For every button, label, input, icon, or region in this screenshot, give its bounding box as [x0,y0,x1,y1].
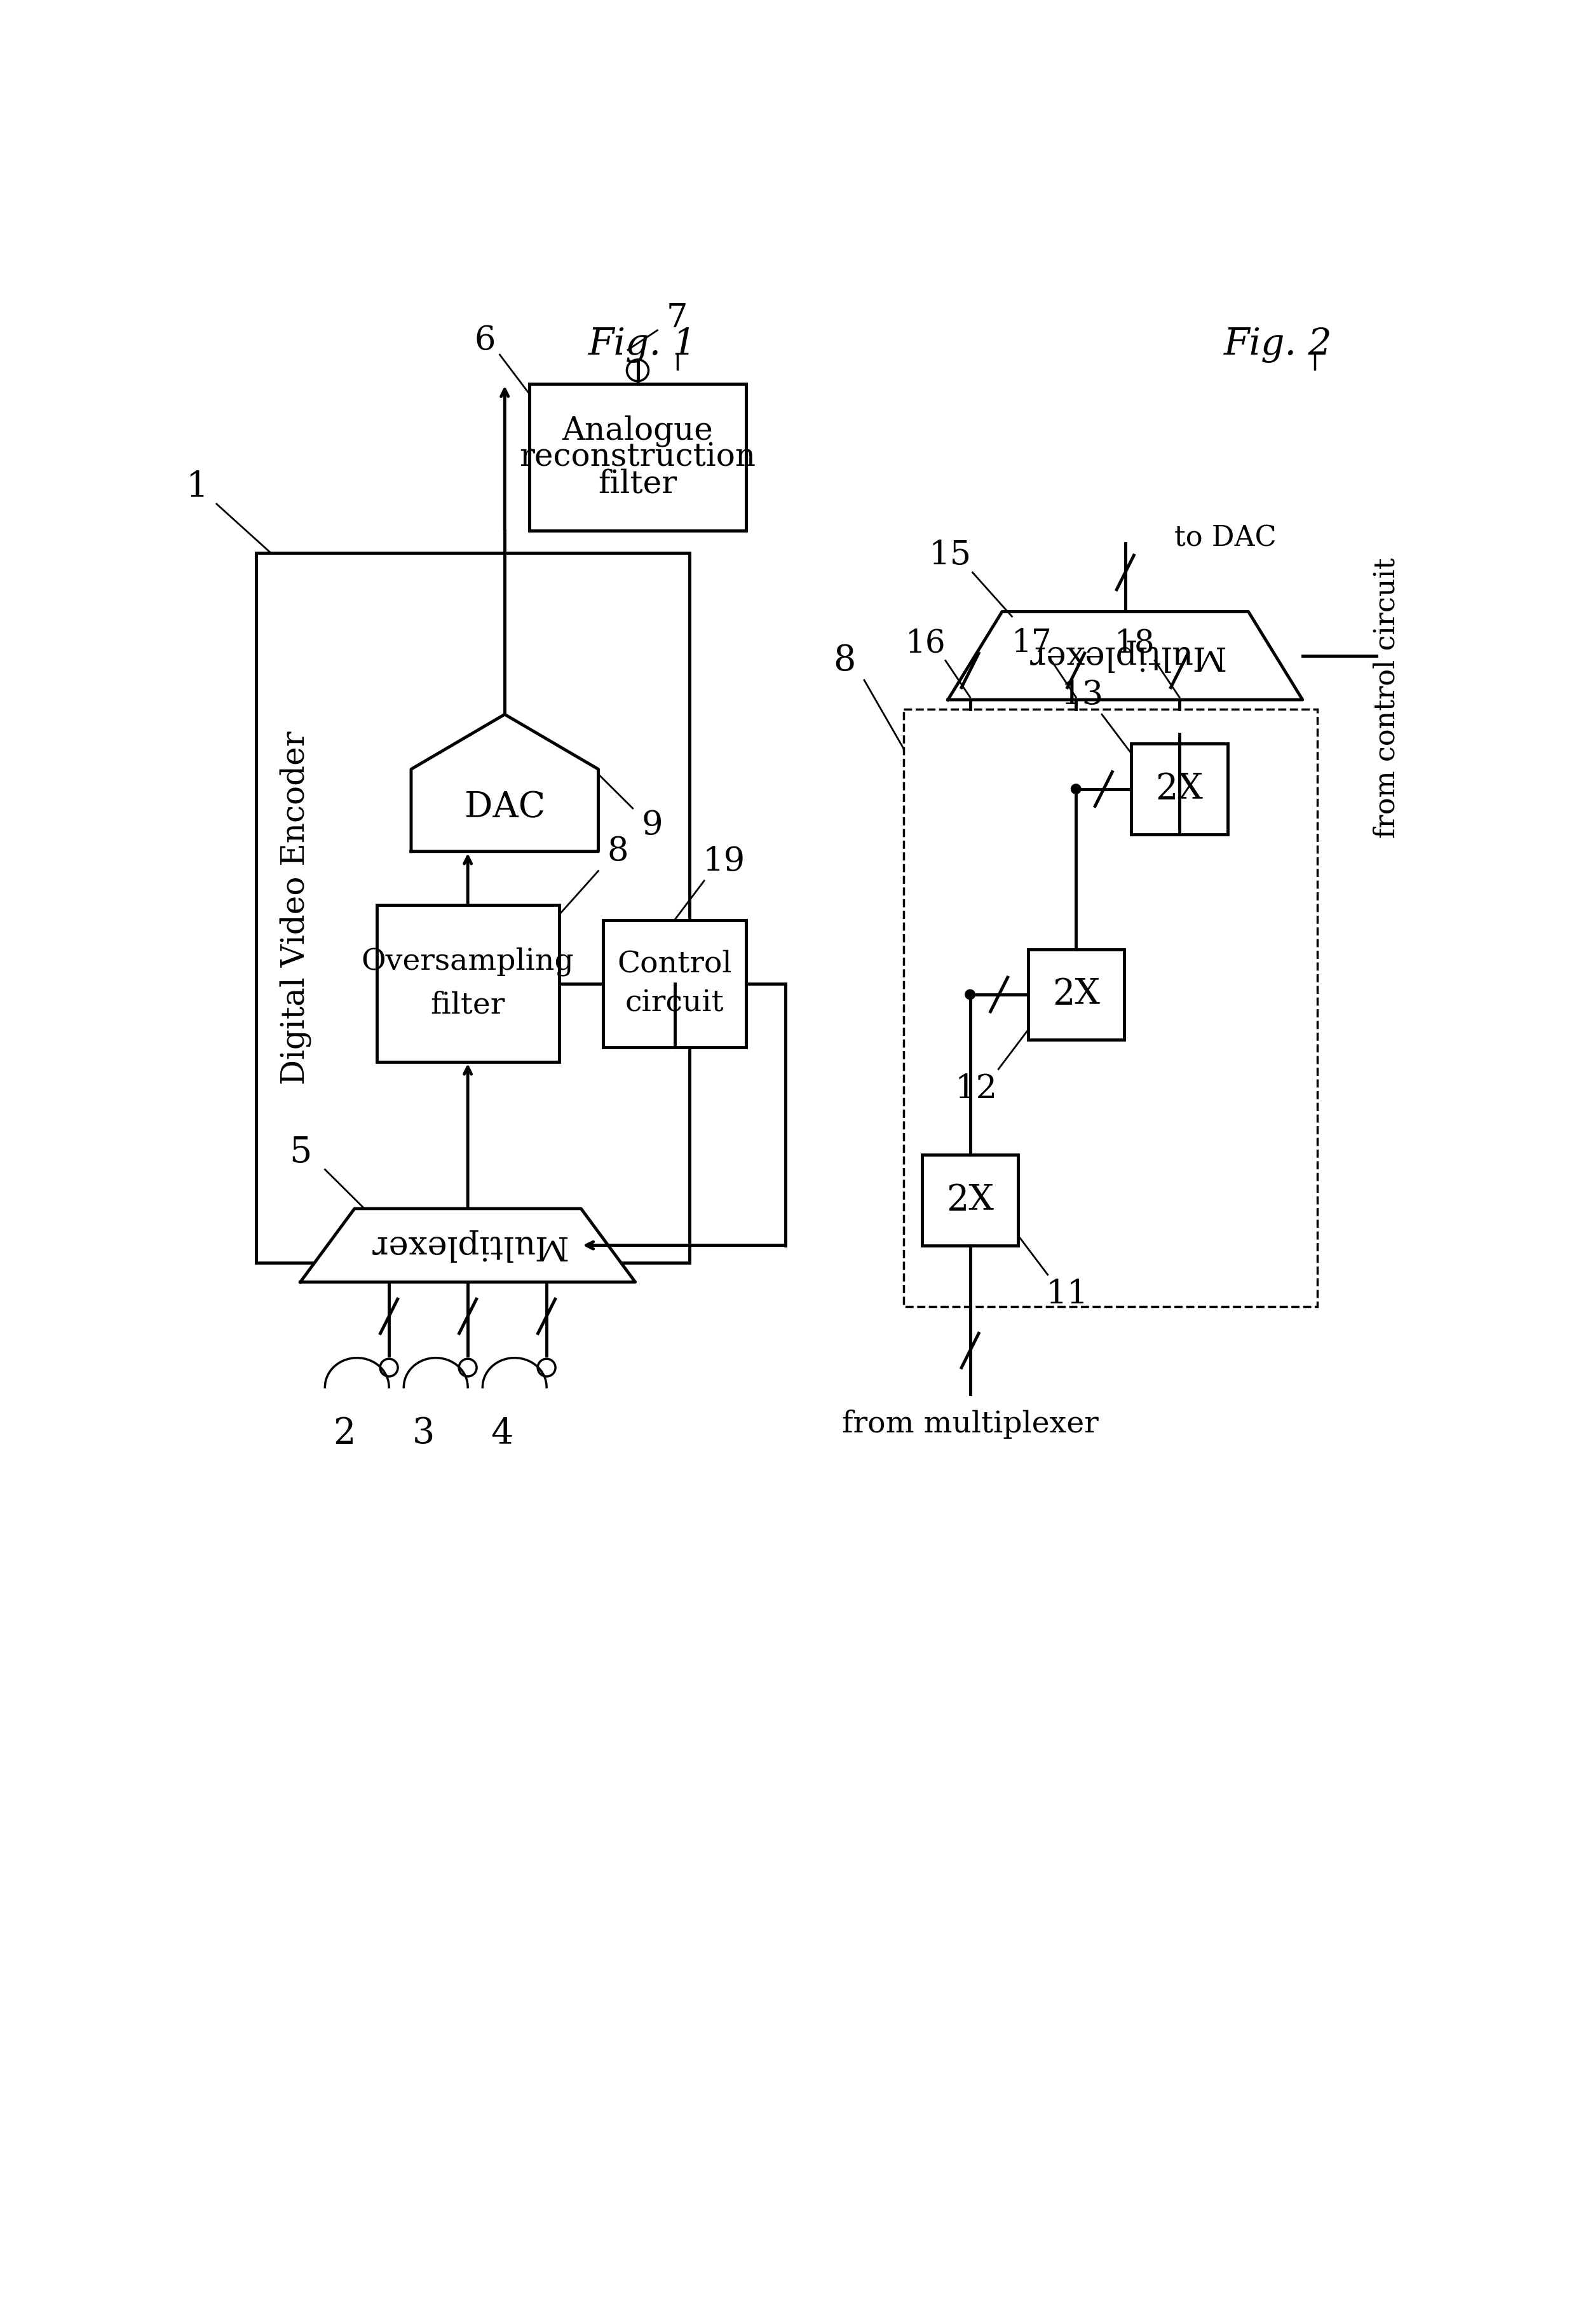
Text: 12: 12 [955,1071,997,1104]
Text: from multiplexer: from multiplexer [842,1408,1099,1439]
Text: circuit: circuit [625,988,724,1018]
Text: Oversampling: Oversampling [362,946,574,976]
Polygon shape [412,713,598,851]
Text: Multiplexer: Multiplexer [368,1229,566,1262]
Circle shape [965,990,975,999]
Text: from control circuit: from control circuit [1373,558,1400,839]
Text: 13: 13 [1061,679,1104,711]
Polygon shape [300,1208,635,1283]
Text: 2: 2 [333,1415,356,1450]
Text: Digital Video Encoder: Digital Video Encoder [279,730,311,1085]
Text: 5: 5 [289,1134,311,1169]
Text: 8: 8 [833,644,857,679]
Text: 18: 18 [1115,627,1155,660]
Text: Control: Control [617,951,732,978]
Text: 19: 19 [702,846,745,878]
Text: reconstruction: reconstruction [520,442,756,474]
Text: 15: 15 [928,539,971,572]
Text: 8: 8 [608,834,628,867]
Text: 6: 6 [474,323,496,356]
Bar [922,1155,1018,1246]
Text: 2X: 2X [946,1183,994,1218]
Text: 1: 1 [185,469,207,504]
Bar [603,920,746,1048]
Text: 17: 17 [1011,627,1053,660]
Bar [530,383,746,530]
Text: Fig. 2: Fig. 2 [1223,328,1332,363]
Text: Fig. 1: Fig. 1 [589,328,697,363]
Bar [1027,948,1124,1039]
Text: DAC: DAC [464,790,545,825]
Text: 11: 11 [1046,1278,1089,1311]
Text: 2X: 2X [1053,976,1101,1011]
Text: 7: 7 [667,302,687,335]
Text: Multiplexer: Multiplexer [1027,639,1223,672]
Polygon shape [947,611,1303,700]
Text: filter: filter [431,990,506,1020]
Text: 4: 4 [491,1415,514,1450]
Text: 16: 16 [906,627,946,660]
Circle shape [1072,783,1081,795]
Text: 3: 3 [412,1415,435,1450]
Text: 2X: 2X [1156,772,1203,806]
Text: Analogue: Analogue [561,414,713,446]
Text: filter: filter [598,469,678,500]
Text: 9: 9 [641,809,664,841]
Bar [376,906,558,1062]
Bar [1131,744,1228,834]
Text: to DAC: to DAC [1174,525,1276,551]
Bar [904,709,1317,1306]
Bar [257,553,689,1262]
